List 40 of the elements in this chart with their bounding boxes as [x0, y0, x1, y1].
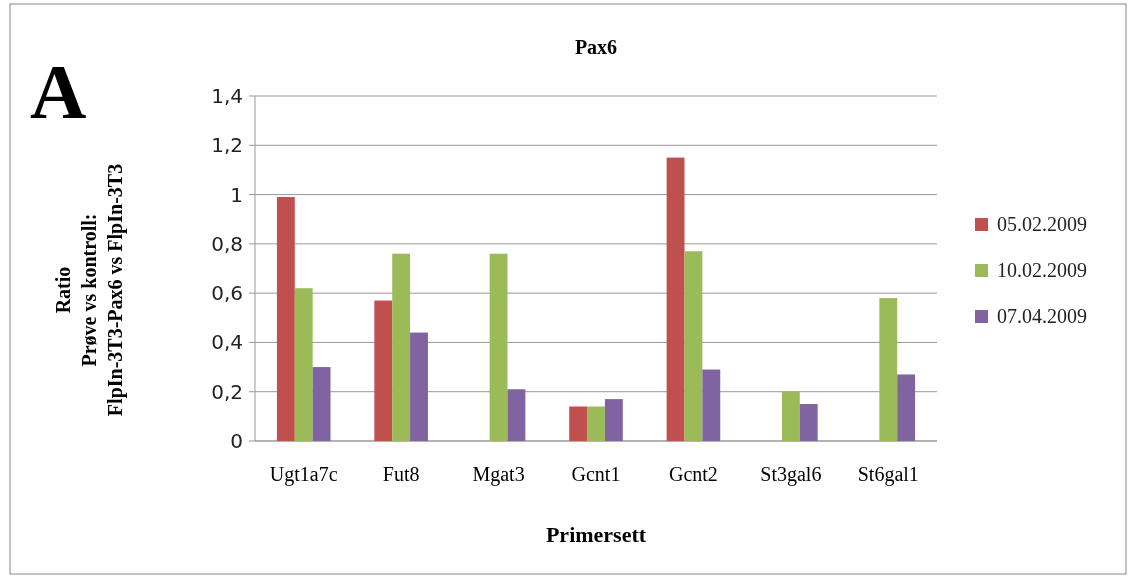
y-tick-label: 0,4	[211, 330, 243, 355]
x-tick-label: Fut8	[382, 463, 420, 485]
x-tick-label: Ugt1a7c	[269, 463, 338, 486]
legend-label: 10.02.2009	[997, 259, 1087, 281]
y-tick-label: 0,2	[211, 379, 243, 404]
x-tick-label: Mgat3	[472, 463, 525, 486]
bar	[897, 374, 916, 441]
y-tick-label: 1,2	[211, 133, 243, 158]
text: A	[30, 48, 87, 135]
bar	[569, 406, 588, 441]
y-tick-label: 1	[230, 182, 243, 207]
bar	[666, 157, 685, 441]
bar	[879, 298, 898, 441]
x-tick-label: St6gal1	[857, 463, 919, 486]
bar	[374, 300, 393, 441]
y-axis-title: Ratio Prøve vs kontroll: FlpIn-3T3-Pax6 vs FlpIn-3T3	[52, 163, 127, 417]
y-tick-label: 1,4	[211, 84, 243, 108]
chart-title: Pax6	[574, 36, 618, 58]
bar	[604, 399, 623, 441]
bar	[799, 404, 818, 441]
x-tick-label: Gcnt2	[668, 463, 718, 485]
bar	[410, 332, 428, 441]
legend-label: 05.02.2009	[997, 213, 1087, 235]
y-tick-label: 0,8	[211, 231, 243, 256]
bar	[294, 288, 313, 441]
bar	[781, 391, 800, 441]
x-tick-label: St3gal6	[760, 463, 822, 486]
legend-label: 07.04.2009	[997, 305, 1087, 327]
bar	[489, 253, 508, 441]
bar	[507, 389, 526, 441]
x-tick-label: Gcnt1	[571, 463, 621, 485]
x-axis-title: Primersett	[545, 522, 647, 547]
y-tick-label: 0	[230, 429, 243, 453]
y-tick-label: 0,6	[211, 281, 243, 306]
bar	[276, 197, 295, 441]
bar	[702, 369, 721, 441]
bar	[312, 367, 331, 441]
bar	[684, 251, 703, 441]
bar	[392, 253, 411, 441]
bar	[587, 406, 605, 441]
